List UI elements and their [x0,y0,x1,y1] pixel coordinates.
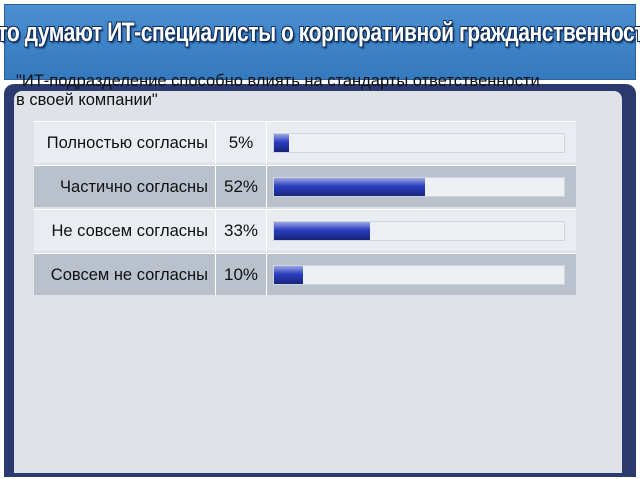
chart-question-line-1: "ИТ-подразделение способно влиять на ста… [16,72,540,90]
category-label: Частично согласны [60,177,208,196]
chart-row: Совсем не согласны 10% [34,253,576,296]
bar-track [273,265,565,285]
page-title: Что думают ИТ-специалисты о корпоративно… [0,17,640,47]
category-label: Совсем не согласны [50,265,208,284]
bar [274,134,289,152]
chart-question-line-2: в своей компании" [16,91,158,109]
chart-question: "ИТ-подразделение способно влиять на ста… [16,72,596,110]
category-label: Не совсем согласны [51,221,208,240]
value-label: 33% [215,210,267,252]
bar-track [273,177,565,197]
category-label: Полностью согласны [46,133,208,152]
value-label: 5% [215,122,267,164]
bar-track [273,221,565,241]
bar-chart: Полностью согласны 5% Частично согласны 52%… [34,121,576,301]
chart-row: Полностью согласны 5% [34,121,576,164]
chart-row: Не совсем согласны 33% [34,209,576,252]
bar [274,266,303,284]
value-label: 10% [215,254,267,296]
bar-track [273,133,565,153]
value-label: 52% [215,166,267,208]
bar [274,178,425,196]
title-banner: Что думают ИТ-специалисты о корпоративно… [0,4,640,80]
chart-row: Частично согласны 52% [34,165,576,208]
bar [274,222,370,240]
